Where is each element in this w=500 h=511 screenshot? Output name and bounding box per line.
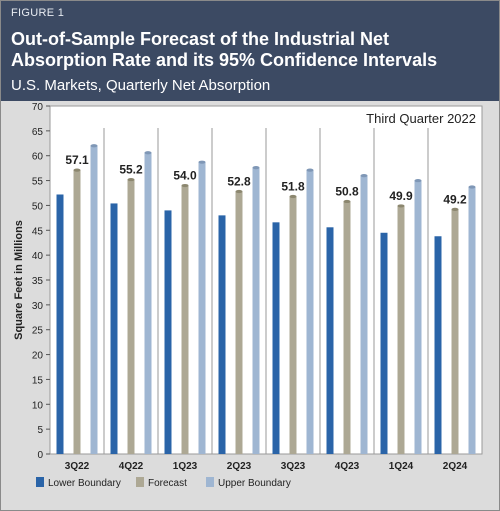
bar-upper-boundary <box>360 175 368 454</box>
x-tick-label: 1Q24 <box>389 461 414 472</box>
x-tick-label: 1Q23 <box>173 461 198 472</box>
bar-cap <box>181 183 189 188</box>
y-tick-label: 40 <box>32 251 44 262</box>
figure-header: FIGURE 1 Out-of-Sample Forecast of the I… <box>1 1 499 101</box>
bar-upper-boundary <box>468 187 476 454</box>
y-tick-label: 65 <box>32 127 44 138</box>
x-tick-label: 4Q22 <box>119 461 144 472</box>
data-label: 55.2 <box>119 163 143 177</box>
data-label: 49.9 <box>389 189 413 203</box>
data-label: 49.2 <box>443 192 467 206</box>
bar-forecast <box>451 209 459 454</box>
y-tick-label: 70 <box>32 102 44 113</box>
bar-forecast <box>235 191 243 454</box>
bar-cap <box>252 166 260 170</box>
x-tick-label: 2Q23 <box>227 461 252 472</box>
bar-cap <box>127 177 135 182</box>
y-tick-label: 45 <box>32 226 44 237</box>
y-tick-label: 25 <box>32 326 44 337</box>
y-tick-label: 55 <box>32 177 44 188</box>
figure-label: FIGURE 1 <box>11 7 65 19</box>
bar-forecast <box>397 205 405 454</box>
chart-title: Out-of-Sample Forecast of the Industrial… <box>11 29 491 71</box>
bar-lower-boundary <box>56 194 64 454</box>
bar-cap <box>198 160 206 164</box>
bar-cap <box>343 199 351 204</box>
bar-upper-boundary <box>144 152 152 454</box>
bar-lower-boundary <box>272 222 280 454</box>
y-axis-label: Square Feet in Millions <box>13 220 25 340</box>
chart-subtitle: U.S. Markets, Quarterly Net Absorption <box>11 77 271 94</box>
bar-lower-boundary <box>218 215 226 454</box>
bar-cap <box>451 207 459 212</box>
x-tick-label: 4Q23 <box>335 461 360 472</box>
bar-lower-boundary <box>110 203 118 454</box>
y-tick-label: 35 <box>32 276 44 287</box>
bar-cap <box>289 194 297 199</box>
bar-cap <box>235 189 243 194</box>
bar-forecast <box>343 201 351 454</box>
y-tick-label: 15 <box>32 375 44 386</box>
bar-cap <box>360 174 368 178</box>
legend-label: Upper Boundary <box>218 478 291 489</box>
chart-annotation: Third Quarter 2022 <box>366 111 476 126</box>
bar-forecast <box>289 196 297 455</box>
bar-lower-boundary <box>380 232 388 454</box>
y-tick-label: 30 <box>32 301 44 312</box>
bar-lower-boundary <box>164 210 172 454</box>
bar-lower-boundary <box>326 227 334 454</box>
bar-forecast <box>73 170 81 455</box>
bar-upper-boundary <box>414 180 422 455</box>
bar-forecast <box>181 185 189 455</box>
data-label: 54.0 <box>173 169 197 183</box>
y-tick-label: 20 <box>32 351 44 362</box>
bar-cap <box>414 178 422 183</box>
legend-swatch <box>36 477 44 487</box>
x-tick-label: 3Q22 <box>65 461 90 472</box>
bar-upper-boundary <box>252 167 260 454</box>
bar-upper-boundary <box>198 162 206 455</box>
bar-lower-boundary <box>434 236 442 454</box>
data-label: 57.1 <box>65 153 89 167</box>
legend-swatch <box>136 477 144 487</box>
y-tick-label: 60 <box>32 152 44 163</box>
bar-cap <box>397 204 405 208</box>
chart-title-line-1: Out-of-Sample Forecast of the Industrial… <box>11 29 390 49</box>
data-label: 52.8 <box>227 175 251 189</box>
data-label: 50.8 <box>335 184 359 198</box>
y-tick-label: 10 <box>32 400 44 411</box>
y-tick-label: 5 <box>37 425 43 436</box>
y-tick-label: 50 <box>32 201 44 212</box>
legend-swatch <box>206 477 214 487</box>
bar-forecast <box>127 179 135 454</box>
y-tick-label: 0 <box>37 450 43 461</box>
legend-label: Lower Boundary <box>48 478 121 489</box>
bar-upper-boundary <box>306 170 314 455</box>
bar-cap <box>144 151 152 155</box>
bar-cap <box>90 144 98 148</box>
bar-cap <box>468 185 476 189</box>
data-label: 51.8 <box>281 179 305 193</box>
x-tick-label: 3Q23 <box>281 461 306 472</box>
legend-label: Forecast <box>148 478 187 489</box>
x-tick-label: 2Q24 <box>443 461 468 472</box>
bar-upper-boundary <box>90 145 98 454</box>
bar-cap <box>306 168 314 172</box>
bar-cap <box>73 168 81 172</box>
chart-title-line-2: Absorption Rate and its 95% Confidence I… <box>11 50 438 70</box>
